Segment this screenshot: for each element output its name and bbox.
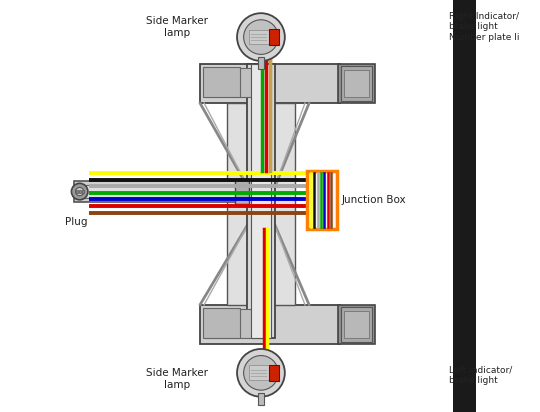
Bar (203, 67, 240, 97)
Bar (79, 190, 81, 193)
Bar (248, 30, 273, 44)
Bar (82, 190, 84, 193)
Circle shape (244, 20, 278, 54)
Bar (338, 64, 375, 103)
Bar (252, 64, 271, 338)
Text: Plug: Plug (65, 218, 87, 227)
Bar (206, 68, 270, 97)
Bar (454, 0, 476, 412)
Bar (344, 311, 369, 338)
Circle shape (237, 349, 285, 397)
Circle shape (71, 183, 88, 200)
Bar (76, 190, 78, 193)
Bar (247, 64, 275, 338)
Bar (258, 57, 264, 69)
Bar (235, 179, 249, 204)
Circle shape (76, 187, 84, 196)
Bar (227, 103, 295, 305)
Bar (258, 393, 264, 405)
Bar (203, 308, 240, 338)
Bar (75, 181, 247, 202)
Text: Right Indicator/
brake light
Number plate li: Right Indicator/ brake light Number plat… (449, 12, 519, 42)
Text: Junction Box: Junction Box (342, 195, 406, 205)
Text: Left Indicator/
brake light: Left Indicator/ brake light (449, 365, 512, 385)
Bar (269, 29, 279, 45)
Bar (341, 66, 372, 101)
Bar (341, 307, 372, 342)
Text: Side Marker
lamp: Side Marker lamp (146, 16, 208, 37)
Bar (75, 185, 247, 198)
Bar (344, 70, 369, 97)
Bar (248, 365, 273, 380)
Bar (206, 309, 270, 338)
Circle shape (244, 356, 278, 390)
Bar (269, 365, 279, 381)
Bar (338, 305, 375, 344)
Bar (200, 305, 340, 344)
Bar (200, 64, 340, 103)
Bar (307, 171, 337, 229)
Circle shape (237, 13, 285, 61)
Text: Side Marker
lamp: Side Marker lamp (146, 368, 208, 390)
